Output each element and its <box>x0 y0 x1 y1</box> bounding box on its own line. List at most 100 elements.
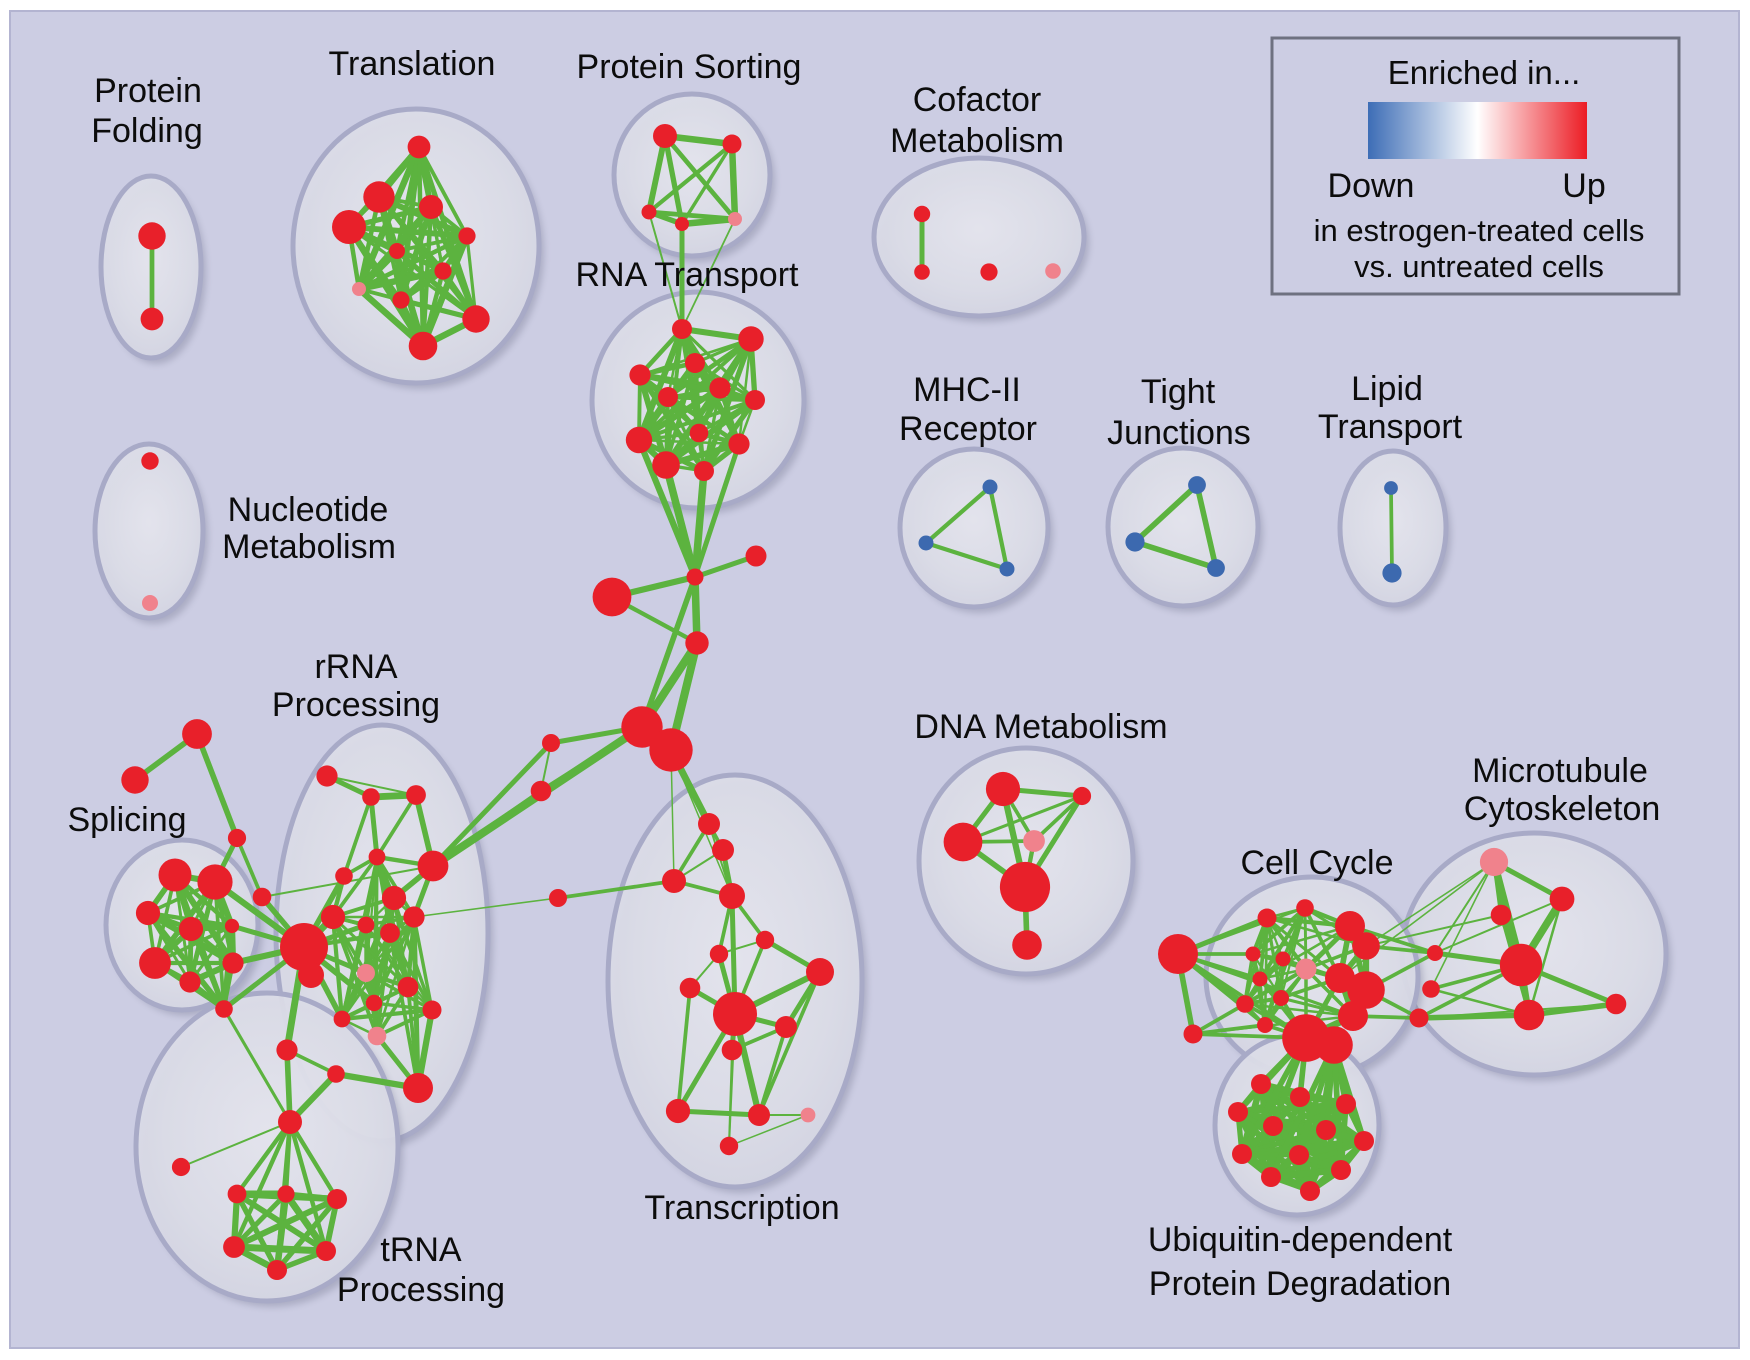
node-hubA <box>621 706 663 748</box>
node-d3 <box>943 822 983 862</box>
node-rp <box>367 1026 387 1046</box>
cluster-label-tight-junctions-line2: Junctions <box>1107 414 1251 452</box>
node-r11 <box>652 451 680 479</box>
edge-s1-s5 <box>662 133 738 222</box>
node-cc11 <box>1257 1017 1273 1033</box>
node-tr11 <box>408 331 438 361</box>
cluster-label-rna-transport-line1: RNA Transport <box>576 256 800 294</box>
cluster-label-protein-folding-line2: Folding <box>91 112 203 150</box>
legend-gradient-bar <box>1368 102 1587 159</box>
edge-sp5-sp7 <box>188 924 234 984</box>
edge-T-lone <box>180 1121 291 1168</box>
node-t16 <box>719 1136 739 1156</box>
edge-t16-t15 <box>728 1114 809 1147</box>
node-tr10 <box>462 305 490 333</box>
edge-t5-t3 <box>556 879 676 900</box>
node-t13 <box>665 1098 691 1124</box>
node-w2 <box>530 780 552 802</box>
node-cc7 <box>1295 958 1317 980</box>
node-big <box>592 577 632 617</box>
node-sp7 <box>179 971 201 993</box>
node-rb <box>362 788 380 806</box>
node-r2 <box>738 326 764 352</box>
edge-r6-r7 <box>665 394 758 403</box>
cluster-label-cell-cycle-line1: Cell Cycle <box>1240 844 1393 882</box>
edge-T-th1 <box>234 1119 293 1197</box>
node-rh <box>403 906 425 928</box>
node-tr9 <box>392 291 410 309</box>
edge-r6-r11 <box>663 397 758 468</box>
node-r1 <box>672 319 692 339</box>
node-t7 <box>709 944 729 964</box>
edge-rb-rd <box>368 794 380 860</box>
node-ub3 <box>1336 1094 1356 1114</box>
edge-tj1-tj3 <box>1194 482 1219 571</box>
node-cf2 <box>914 264 930 280</box>
node-ub1 <box>1251 1074 1271 1094</box>
node-j2 <box>745 545 767 567</box>
edge-tr5-tr8 <box>355 247 401 293</box>
node-r4 <box>629 364 651 386</box>
node-th5 <box>316 1241 336 1261</box>
node-d1 <box>985 771 1021 807</box>
node-s5 <box>728 212 742 226</box>
node-s2 <box>722 134 742 154</box>
edge-mt1-cc20 <box>1430 861 1495 990</box>
node-ub5 <box>1263 1116 1283 1136</box>
edge-T-th3 <box>287 1119 340 1202</box>
node-L <box>280 923 328 971</box>
cluster-label-splicing-line1: Splicing <box>67 801 186 839</box>
edge-th3-th6 <box>274 1196 340 1273</box>
edge-t16-t10 <box>728 1013 736 1147</box>
node-d2 <box>1072 786 1092 806</box>
edge-th2-th5 <box>282 1190 330 1255</box>
node-t1 <box>698 813 720 835</box>
node-sp9 <box>215 1000 233 1018</box>
edge-tr1-tr6 <box>417 145 469 238</box>
cluster-label-lipid-transport-line1: Lipid <box>1351 370 1423 408</box>
edge-r1-r8 <box>636 326 685 443</box>
node-cc10 <box>1236 995 1254 1013</box>
node-rj <box>380 923 400 943</box>
edge-t11-t14 <box>757 1025 788 1117</box>
node-tj2 <box>1125 532 1145 552</box>
edge-rc-rd <box>375 793 418 859</box>
edge-r2-r7 <box>665 336 754 400</box>
node-d4 <box>1023 830 1045 852</box>
node-r9 <box>689 423 709 443</box>
edge-mt1-cc13 <box>1365 861 1495 947</box>
node-tr7 <box>434 262 452 280</box>
node-ub8 <box>1232 1144 1252 1164</box>
edge-r7-r10 <box>665 394 742 447</box>
edge-r10-jn <box>692 441 742 580</box>
cluster-label-ubiquitin-dependent-protein-degradation-line2: Protein Degradation <box>1149 1265 1451 1303</box>
node-rn2 <box>365 994 383 1012</box>
node-cc18 <box>1409 1008 1429 1028</box>
node-cc1 <box>1158 934 1198 974</box>
node-Lb <box>298 962 324 988</box>
node-t5 <box>549 889 567 907</box>
node-r3 <box>685 353 705 373</box>
node-r7 <box>658 387 678 407</box>
legend-title: Enriched in... <box>1388 54 1581 91</box>
edge-cc4-cc10 <box>1243 916 1269 1006</box>
node-mt2 <box>1549 886 1575 912</box>
node-cc12 <box>1335 911 1365 941</box>
cluster-label-trna-processing-line1: tRNA <box>380 1231 462 1269</box>
cluster-label-nucleotide-metabolism-line2: Metabolism <box>222 528 396 566</box>
edge-jn-j2 <box>692 553 759 580</box>
cluster-ellipse-cofactor-metabolism <box>871 155 1087 319</box>
edge-tr6-tr8 <box>356 233 470 292</box>
edge-th1-th6 <box>234 1191 280 1273</box>
node-ub6 <box>1316 1120 1336 1140</box>
edge-s2-s5 <box>728 140 739 223</box>
node-hubB <box>649 728 693 772</box>
edge-s1-s3 <box>646 133 668 215</box>
edge-r6-r8 <box>637 398 757 442</box>
node-ub9 <box>1289 1145 1309 1165</box>
node-tr3 <box>419 195 443 219</box>
node-jn <box>686 568 704 586</box>
edge-r12-jn <box>691 467 708 581</box>
